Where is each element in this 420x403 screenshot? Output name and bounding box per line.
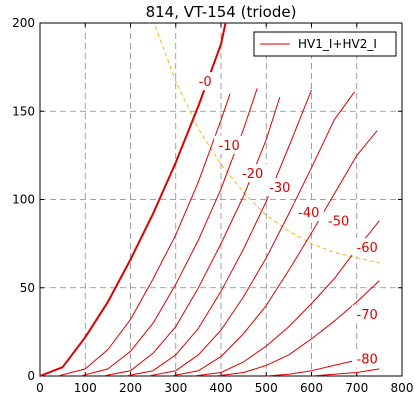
legend-entry: HV1_I+HV2_I — [298, 37, 377, 51]
curve-label-bg — [352, 305, 383, 324]
curve-label: -60 — [357, 241, 378, 256]
curve-label: -10 — [219, 139, 240, 154]
x-tick-label: 800 — [391, 381, 414, 395]
curve-label-bg — [352, 349, 383, 368]
x-tick-label: 600 — [300, 381, 323, 395]
curve-label-bg — [214, 135, 245, 154]
series-line — [80, 88, 258, 377]
curve-label: -30 — [269, 181, 290, 196]
series-line — [311, 368, 380, 377]
x-tick-label: 100 — [74, 381, 97, 395]
x-tick-label: 0 — [36, 381, 44, 395]
curve-label: -20 — [242, 167, 263, 182]
series-line — [193, 220, 380, 377]
legend: HV1_I+HV2_I — [253, 31, 397, 57]
curve-label-bg — [194, 72, 217, 91]
x-tick-label: 300 — [164, 381, 187, 395]
y-tick-label: 200 — [12, 16, 35, 30]
curve-labels: -0 -10-20 -30 -40 -50 -60 -70 -80 — [194, 72, 383, 368]
series-line — [125, 89, 312, 377]
series-line — [148, 91, 355, 377]
curve-label: -50 — [328, 215, 349, 230]
x-tick-label: 700 — [345, 381, 368, 395]
curve-label-bg — [237, 164, 268, 183]
load-line-path — [154, 26, 380, 264]
series-line — [103, 96, 281, 377]
y-tick-label: 0 — [27, 369, 35, 383]
curve-label-bg — [323, 211, 354, 230]
x-tick-label: 400 — [210, 381, 233, 395]
series-line — [57, 93, 231, 377]
curve-label: -70 — [357, 308, 378, 323]
chart-title: 814, VT-154 (triode) — [146, 3, 297, 21]
curve-label-bg — [293, 202, 324, 221]
series-line — [216, 280, 380, 377]
y-tick-label: 50 — [20, 281, 35, 295]
curve-label: -0 — [199, 75, 212, 90]
load-line — [154, 26, 380, 264]
curve-label-bg — [352, 238, 383, 257]
curve-label: -40 — [298, 206, 319, 221]
curve-label: -80 — [357, 352, 378, 367]
x-tick-label: 500 — [255, 381, 278, 395]
x-tick-label: 200 — [119, 381, 142, 395]
axis-ticks: 0 100 200 300 400 500 600 700 800 0 50 100 150 200 — [12, 16, 413, 395]
y-tick-label: 100 — [12, 193, 35, 207]
curve-label-bg — [264, 178, 295, 197]
series-line — [171, 130, 378, 377]
y-tick-label: 150 — [12, 104, 35, 118]
